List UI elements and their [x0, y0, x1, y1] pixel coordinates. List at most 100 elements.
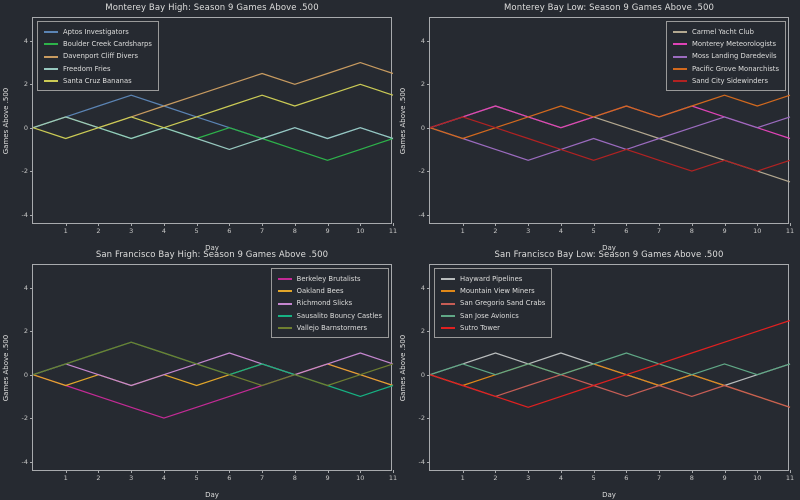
- x-tick-label: 8: [689, 474, 694, 482]
- x-tick-mark: [98, 223, 100, 226]
- legend-swatch-icon: [277, 326, 292, 329]
- x-tick-mark: [163, 223, 165, 226]
- y-tick-label: 4: [420, 283, 425, 292]
- x-axis-label: Day: [602, 491, 616, 499]
- x-tick-mark: [626, 223, 628, 226]
- legend-swatch-icon: [441, 278, 455, 281]
- legend-swatch-icon: [277, 290, 292, 293]
- legend-entry: San Gregorio Sand Crabs: [441, 297, 545, 309]
- legend-swatch-icon: [672, 43, 687, 46]
- legend-swatch-icon: [277, 278, 292, 281]
- y-tick-label: -2: [21, 414, 28, 423]
- legend-label: Carmel Yacht Club: [691, 28, 754, 36]
- legend-label: Freedom Fries: [63, 64, 111, 73]
- x-tick-label: 5: [591, 227, 596, 235]
- legend-entry: Boulder Creek Cardsharps: [44, 38, 152, 50]
- x-axis-label: Day: [602, 244, 616, 252]
- series-line: [32, 341, 394, 387]
- legend: Aptos Investigators Boulder Creek Cardsha…: [37, 21, 159, 92]
- y-tick-label: 0: [420, 123, 425, 132]
- x-tick-mark: [724, 223, 726, 226]
- y-axis-label: Games Above .500: [399, 87, 407, 154]
- subplot-monterey-bay-high: Monterey Bay High: Season 9 Games Above …: [2, 3, 397, 252]
- legend-swatch-icon: [44, 55, 58, 58]
- x-tick-label: 9: [722, 474, 727, 482]
- x-tick-mark: [724, 470, 726, 473]
- y-tick-mark: [30, 214, 33, 216]
- legend-label: Vallejo Barnstormers: [296, 323, 368, 332]
- x-tick-mark: [294, 470, 296, 473]
- series-line: [32, 363, 394, 419]
- x-tick-label: 11: [388, 474, 398, 482]
- x-tick-label: 5: [194, 474, 199, 482]
- x-tick-label: 4: [161, 474, 166, 482]
- legend-entry: Sausalito Bouncy Castles: [277, 310, 382, 322]
- legend-label: Sausalito Bouncy Castles: [296, 311, 382, 320]
- x-tick-mark: [691, 470, 693, 473]
- x-tick-label: 8: [292, 227, 297, 235]
- x-tick-mark: [691, 223, 693, 226]
- legend-label: San Gregorio Sand Crabs: [460, 299, 546, 308]
- y-tick-label: 0: [23, 123, 28, 132]
- y-tick-mark: [427, 331, 430, 333]
- legend-swatch-icon: [672, 79, 687, 82]
- x-tick-label: 1: [460, 227, 465, 235]
- y-tick-mark: [427, 374, 430, 376]
- subplot-san-francisco-bay-low: San Francisco Bay Low: Season 9 Games Ab…: [399, 250, 794, 499]
- y-tick-label: -4: [21, 457, 28, 466]
- x-tick-label: 3: [129, 227, 134, 235]
- plot-area: [32, 61, 394, 161]
- x-tick-label: 11: [785, 474, 795, 482]
- legend-label: Hayward Pipelines: [460, 275, 523, 283]
- legend-entry: Davenport Cliff Divers: [44, 50, 152, 62]
- y-tick-mark: [30, 418, 33, 420]
- legend-label: Oakland Bees: [296, 287, 344, 296]
- legend-swatch-icon: [277, 314, 292, 317]
- legend-label: Monterey Meteorologists: [691, 40, 777, 49]
- series-line: [429, 94, 791, 140]
- x-tick-mark: [659, 223, 661, 226]
- subplot-san-francisco-bay-high: San Francisco Bay High: Season 9 Games A…: [2, 250, 397, 499]
- y-tick-mark: [30, 287, 33, 289]
- x-tick-mark: [360, 470, 362, 473]
- x-tick-label: 2: [96, 227, 101, 235]
- legend-entry: Berkeley Brutalists: [277, 273, 382, 285]
- x-tick-mark: [196, 470, 198, 473]
- x-tick-mark: [560, 223, 562, 226]
- series-line: [429, 352, 791, 376]
- series-line: [32, 83, 394, 140]
- plot-area: [32, 341, 394, 419]
- x-tick-label: 6: [624, 474, 629, 482]
- series-line: [429, 319, 791, 408]
- x-tick-label: 7: [260, 227, 265, 235]
- plot-title: Monterey Bay High: Season 9 Games Above …: [105, 3, 319, 13]
- legend-entry: Oakland Bees: [277, 285, 382, 297]
- y-tick-label: -2: [418, 167, 425, 176]
- x-tick-label: 9: [325, 474, 330, 482]
- x-tick-mark: [98, 470, 100, 473]
- legend-entry: Mountain View Miners: [441, 285, 545, 297]
- y-tick-mark: [30, 84, 33, 86]
- legend-entry: San Jose Avionics: [441, 310, 545, 322]
- plot-area: [429, 319, 791, 408]
- x-tick-label: 8: [689, 227, 694, 235]
- legend-swatch-icon: [44, 43, 58, 46]
- x-tick-label: 3: [129, 474, 134, 482]
- legend-entry: Monterey Meteorologists: [672, 38, 779, 50]
- x-tick-mark: [327, 470, 329, 473]
- legend-entry: Sutro Tower: [441, 322, 545, 334]
- x-tick-mark: [757, 470, 759, 473]
- x-tick-label: 7: [657, 227, 662, 235]
- x-tick-mark: [131, 470, 133, 473]
- subplot-monterey-bay-low: Monterey Bay Low: Season 9 Games Above .…: [399, 3, 794, 252]
- y-tick-mark: [427, 171, 430, 173]
- y-tick-mark: [30, 461, 33, 463]
- legend-entry: Aptos Investigators: [44, 26, 152, 38]
- plot-area: [429, 94, 791, 183]
- x-tick-label: 8: [292, 474, 297, 482]
- x-tick-mark: [560, 470, 562, 473]
- x-tick-mark: [196, 223, 198, 226]
- y-tick-mark: [30, 374, 33, 376]
- y-axis-label: Games Above .500: [2, 334, 10, 401]
